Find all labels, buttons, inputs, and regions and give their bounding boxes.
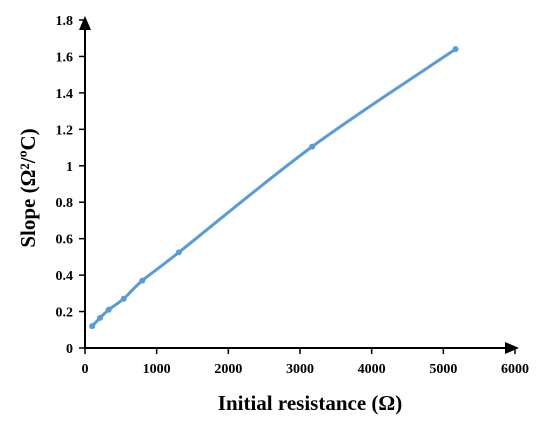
data-point bbox=[309, 143, 316, 150]
x-tick-label: 0 bbox=[82, 362, 89, 377]
y-tick-label: 0.4 bbox=[56, 269, 74, 284]
y-tick-label: 1.6 bbox=[56, 50, 74, 65]
y-axis-title: Slope (Ω²/ºC) bbox=[16, 128, 40, 247]
y-tick-label: 0.6 bbox=[56, 233, 74, 248]
data-point bbox=[452, 46, 459, 53]
x-tick-label: 1000 bbox=[143, 362, 171, 377]
x-tick-label: 5000 bbox=[429, 362, 457, 377]
x-axis-ticks: 0 1000 2000 3000 4000 5000 6000 bbox=[82, 348, 529, 377]
y-tick-label: 1.2 bbox=[56, 123, 74, 138]
x-axis-arrow bbox=[505, 342, 519, 354]
x-tick-label: 4000 bbox=[358, 362, 386, 377]
x-tick-label: 2000 bbox=[214, 362, 242, 377]
y-tick-label: 1 bbox=[66, 160, 73, 175]
x-tick-label: 3000 bbox=[286, 362, 314, 377]
y-tick-label: 1.8 bbox=[56, 14, 74, 29]
y-axis-ticks: 0 0.2 0.4 0.6 0.8 1 1.2 1.4 1.6 1.8 bbox=[56, 14, 85, 357]
y-axis-arrow bbox=[79, 16, 91, 30]
x-axis-title: Initial resistance (Ω) bbox=[218, 391, 402, 415]
y-tick-label: 0.8 bbox=[56, 196, 74, 211]
data-point bbox=[97, 314, 104, 321]
data-point bbox=[89, 323, 96, 330]
series-layer bbox=[89, 46, 459, 330]
x-tick-label: 6000 bbox=[501, 362, 529, 377]
y-tick-label: 1.4 bbox=[56, 87, 74, 102]
data-point bbox=[139, 277, 146, 284]
data-point bbox=[175, 249, 182, 256]
data-point bbox=[105, 306, 112, 313]
series-line bbox=[90, 47, 458, 328]
y-tick-label: 0.2 bbox=[56, 306, 74, 321]
y-tick-label: 0 bbox=[66, 342, 73, 357]
data-point bbox=[120, 295, 127, 302]
